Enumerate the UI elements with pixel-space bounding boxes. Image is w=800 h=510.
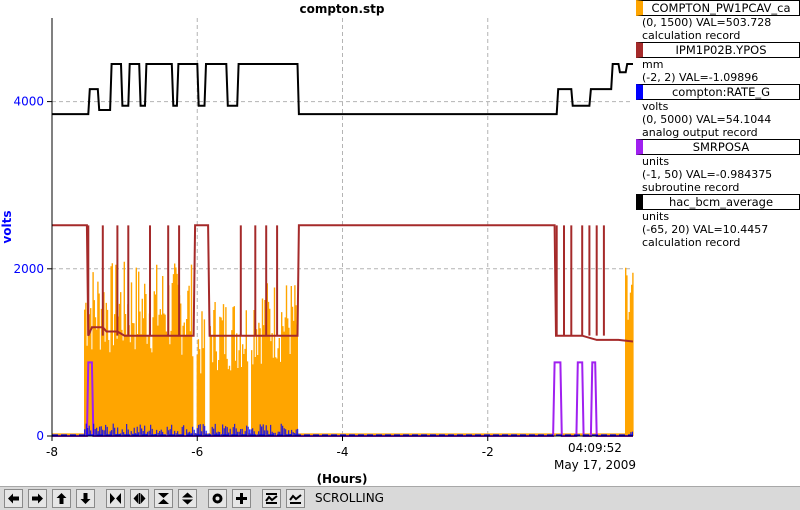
arrow-down-icon[interactable]: [76, 489, 95, 508]
y-tick-label: 2000: [13, 262, 44, 276]
timestamp-date: May 17, 2009: [554, 458, 636, 472]
zoom-out-horizontal-icon[interactable]: [130, 489, 149, 508]
series-path: [52, 63, 633, 116]
y-tick-label: 4000: [13, 95, 44, 109]
x-tick-label: -6: [191, 445, 203, 459]
legend-title: IPM1P02B.YPOS: [636, 42, 800, 58]
legend-record: calculation record: [642, 29, 741, 42]
series-path: [251, 283, 298, 436]
x-tick-label: -4: [337, 445, 349, 459]
legend-range: (0, 5000) VAL=54.1044: [642, 113, 772, 126]
x-tick-label: -2: [482, 445, 494, 459]
legend-range: (-2, 2) VAL=-1.09896: [642, 71, 759, 84]
arrow-left-icon[interactable]: [4, 489, 23, 508]
series-path: [196, 311, 206, 436]
legend-record: subroutine record: [642, 181, 740, 194]
zoom-in-vertical-icon[interactable]: [154, 489, 173, 508]
legend-entry-pw1pcav[interactable]: COMPTON_PW1PCAV_ca (0, 1500) VAL=503.728…: [636, 0, 800, 42]
legend-unit: volts: [642, 100, 669, 113]
chart-title: compton.stp: [299, 2, 384, 16]
zoom-out-vertical-icon[interactable]: [178, 489, 197, 508]
legend-range: (-65, 20) VAL=10.4457: [642, 223, 769, 236]
legend-unit: mm: [642, 58, 664, 71]
axis-ticks: -8 -6 -4 -2 0 2000 4000: [13, 95, 493, 459]
legend-entry-rate-g[interactable]: compton:RATE_G volts (0, 5000) VAL=54.10…: [636, 84, 800, 139]
series-ipm1p02b-ypos: [52, 224, 634, 343]
legend-entry-smrposa[interactable]: SMRPOSA units (-1, 50) VAL=-0.984375 sub…: [636, 139, 800, 194]
series-layer: [52, 63, 634, 437]
zoom-in-horizontal-icon[interactable]: [106, 489, 125, 508]
legend-record: calculation record: [642, 236, 741, 249]
arrow-up-icon[interactable]: [52, 489, 71, 508]
legend-unit: units: [642, 210, 670, 223]
timestamp-time: 04:09:52: [568, 441, 622, 455]
legend-title: compton:RATE_G: [636, 84, 800, 100]
legend-entry-ypos[interactable]: IPM1P02B.YPOS mm (-2, 2) VAL=-1.09896: [636, 42, 800, 84]
add-icon[interactable]: [232, 489, 251, 508]
legend-title: COMPTON_PW1PCAV_ca: [636, 0, 800, 16]
y-tick-label: 0: [36, 429, 44, 443]
series-compton-rate-g: [52, 63, 633, 116]
legend-unit: units: [642, 155, 670, 168]
x-tick-label: -8: [46, 445, 58, 459]
legend-title: hac_bcm_average: [636, 194, 800, 210]
series-path: [84, 261, 194, 436]
series-path: [625, 267, 634, 436]
scroll-mode-icon[interactable]: [286, 489, 305, 508]
arrow-right-icon[interactable]: [28, 489, 47, 508]
x-axis-label: (Hours): [317, 472, 368, 486]
scroll-status: SCROLLING: [315, 491, 384, 505]
series-path: [209, 302, 249, 436]
legend-entry-bcm[interactable]: hac_bcm_average units (-65, 20) VAL=10.4…: [636, 194, 800, 249]
legend-title: SMRPOSA: [636, 139, 800, 155]
auto-scale-icon[interactable]: [262, 489, 281, 508]
legend-range: (-1, 50) VAL=-0.984375: [642, 168, 773, 181]
gridlines: [52, 18, 633, 436]
strip-chart: -8 -6 -4 -2 0 2000 4000 compton.stp volts (Hou…: [0, 2, 636, 486]
legend-range: (0, 1500) VAL=503.728: [642, 16, 772, 29]
toolbar: SCROLLING: [0, 486, 800, 510]
legend-record: analog output record: [642, 126, 758, 139]
y-axis-label: volts: [0, 210, 14, 243]
legend: COMPTON_PW1PCAV_ca (0, 1500) VAL=503.728…: [636, 0, 800, 249]
record-icon[interactable]: [208, 489, 227, 508]
series-spikes: [87, 225, 605, 336]
